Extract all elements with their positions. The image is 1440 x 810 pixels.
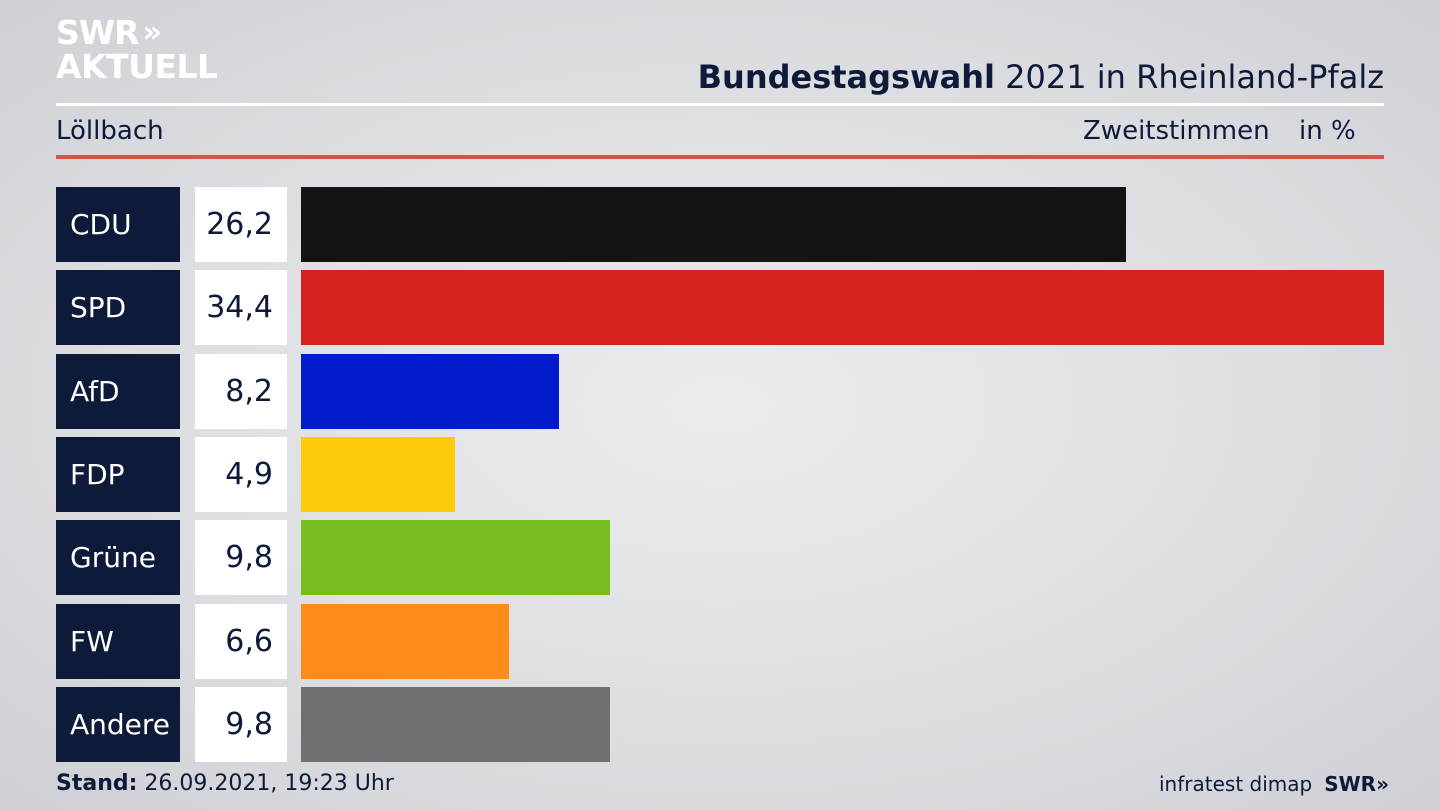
stand-label: Stand: [56, 771, 138, 796]
swr-footer-text: SWR [1324, 772, 1377, 796]
value-label: 26,2 [195, 187, 287, 262]
value-label: 6,6 [195, 603, 287, 679]
location-label: Löllbach [56, 116, 164, 146]
logo-swr-text: SWR [56, 13, 140, 52]
value-label: 9,8 [195, 520, 287, 596]
source-credit: infratest dimap SWR» [1159, 772, 1389, 796]
unit-label: in % [1299, 116, 1356, 146]
source-label: infratest dimap [1159, 772, 1313, 796]
party-label: Andere [56, 686, 180, 762]
bar [301, 353, 560, 429]
swr-footer-logo: SWR» [1324, 772, 1389, 796]
swr-aktuell-logo: SWR » AKTUELL [56, 16, 218, 84]
party-label: Grüne [56, 520, 180, 596]
page-title: Bundestagswahl 2021 in Rheinland-Pfalz [698, 58, 1384, 96]
title-rest: 2021 in Rheinland-Pfalz [995, 58, 1384, 96]
bar [301, 187, 1126, 262]
party-label: FW [56, 603, 180, 679]
swr-footer-chevron-icon: » [1376, 772, 1389, 796]
bar [301, 270, 1384, 346]
party-label: AfD [56, 353, 180, 429]
value-label: 34,4 [195, 270, 287, 346]
bar [301, 520, 610, 596]
stand-value: 26.09.2021, 19:23 Uhr [137, 771, 394, 796]
value-label: 8,2 [195, 353, 287, 429]
measure-label: Zweitstimmen [1083, 116, 1270, 146]
value-label: 4,9 [195, 436, 287, 512]
logo-chevron-icon: » [142, 15, 163, 50]
party-label: SPD [56, 270, 180, 346]
timestamp: Stand: 26.09.2021, 19:23 Uhr [56, 771, 394, 796]
header-divider [56, 103, 1384, 106]
logo-aktuell-text: AKTUELL [56, 47, 218, 86]
value-label: 9,8 [195, 686, 287, 762]
party-label: CDU [56, 187, 180, 262]
party-label: FDP [56, 436, 180, 512]
accent-divider [56, 155, 1384, 159]
title-bold: Bundestagswahl [697, 58, 995, 96]
bar [301, 686, 610, 762]
bar [301, 436, 456, 512]
logo-line-1: SWR » [56, 16, 218, 50]
bar [301, 603, 509, 679]
